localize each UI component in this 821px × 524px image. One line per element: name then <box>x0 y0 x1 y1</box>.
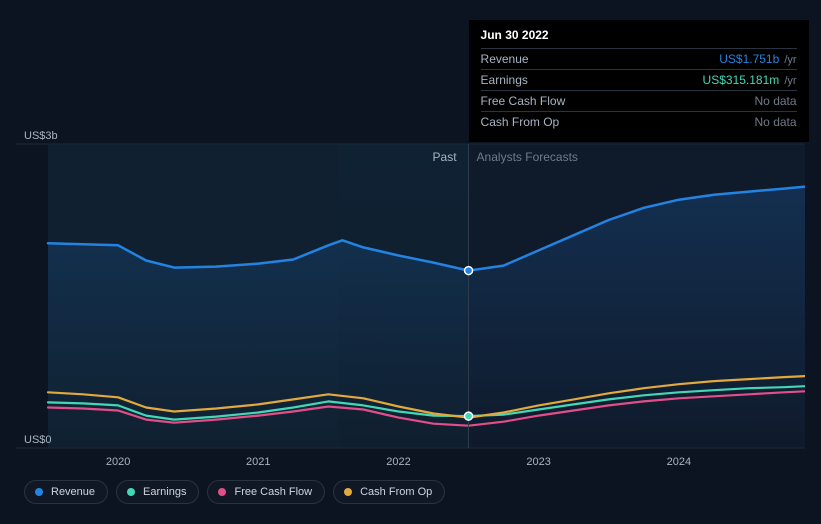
legend: Revenue Earnings Free Cash Flow Cash From O… <box>24 480 445 504</box>
x-axis-tick-label: 2022 <box>386 456 410 468</box>
legend-dot-icon <box>344 488 352 496</box>
x-axis-tick-label: 2023 <box>526 456 550 468</box>
tooltip-row: Free Cash FlowNo data <box>481 90 797 111</box>
tooltip-row: EarningsUS$315.181m /yr <box>481 69 797 90</box>
x-axis-tick-label: 2024 <box>667 456 691 468</box>
x-axis-tick-label: 2020 <box>106 456 130 468</box>
legend-label: Earnings <box>143 486 186 498</box>
tooltip-row: Cash From OpNo data <box>481 111 797 132</box>
y-axis-label-bottom: US$0 <box>24 434 52 446</box>
legend-dot-icon <box>35 488 43 496</box>
tooltip-date: Jun 30 2022 <box>481 28 797 48</box>
chart-tooltip: Jun 30 2022 RevenueUS$1.751b /yrEarnings… <box>469 20 809 142</box>
y-axis-label-top: US$3b <box>24 130 58 142</box>
region-label-forecast: Analysts Forecasts <box>477 150 578 164</box>
legend-item-revenue[interactable]: Revenue <box>24 480 108 504</box>
tooltip-row: RevenueUS$1.751b /yr <box>481 48 797 69</box>
region-label-past: Past <box>433 150 457 164</box>
x-axis-tick-label: 2021 <box>246 456 270 468</box>
legend-label: Cash From Op <box>360 486 432 498</box>
legend-label: Free Cash Flow <box>234 486 312 498</box>
legend-item-cash-from-op[interactable]: Cash From Op <box>333 480 445 504</box>
legend-item-free-cash-flow[interactable]: Free Cash Flow <box>207 480 325 504</box>
legend-label: Revenue <box>51 486 95 498</box>
legend-item-earnings[interactable]: Earnings <box>116 480 199 504</box>
legend-dot-icon <box>218 488 226 496</box>
earnings-revenue-chart[interactable]: US$3b US$0 Past Analysts Forecasts 2020 2… <box>16 16 805 476</box>
legend-dot-icon <box>127 488 135 496</box>
